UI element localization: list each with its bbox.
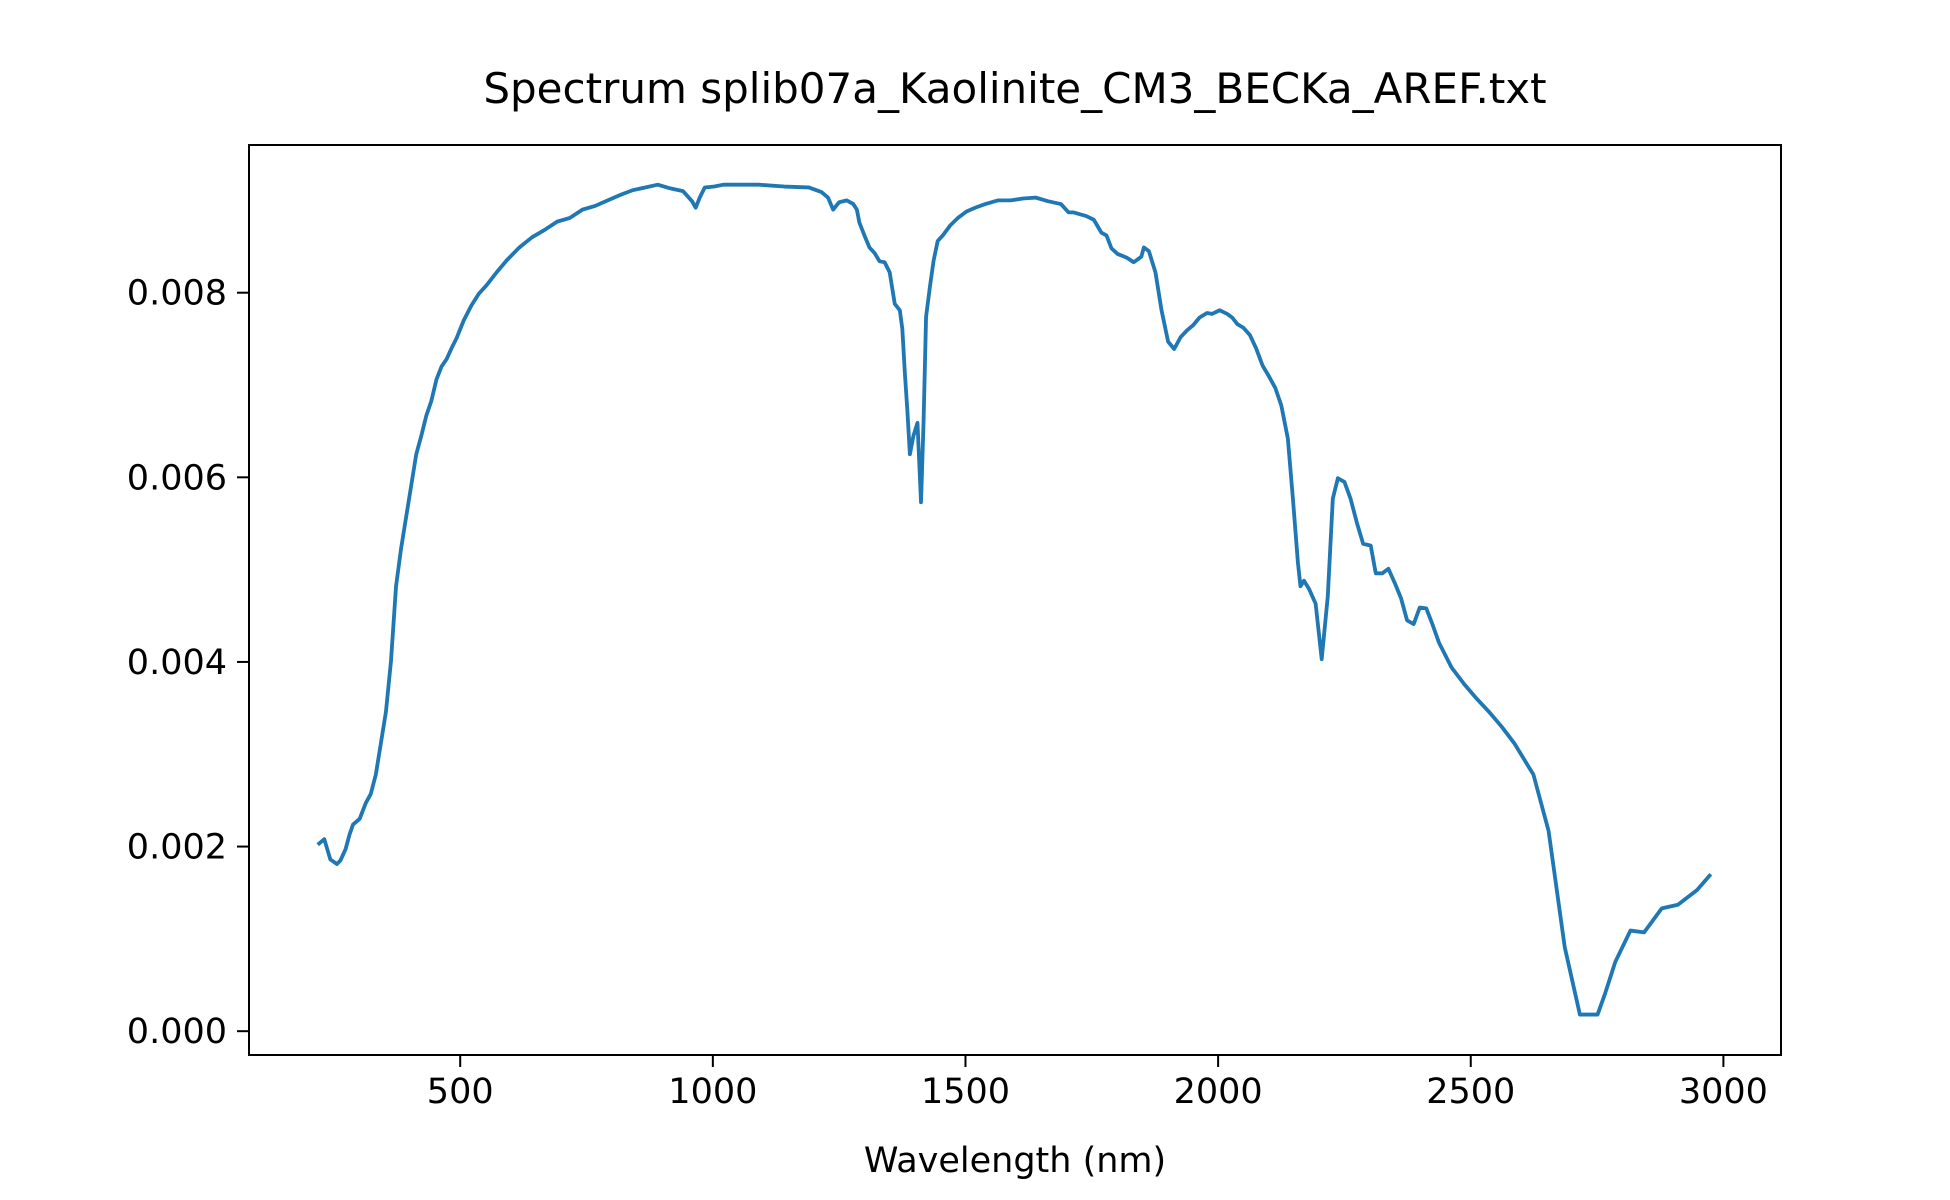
y-tick-label: 0.008 [127, 274, 227, 314]
x-tick-label: 2000 [1174, 1072, 1263, 1112]
x-tick-label: 1500 [921, 1072, 1010, 1112]
y-tick-label: 0.000 [127, 1012, 227, 1052]
plot-frame [248, 144, 1782, 1056]
x-tick-label: 2500 [1426, 1072, 1515, 1112]
chart-title: Spectrum splib07a_Kaolinite_CM3_BECKa_AR… [483, 64, 1546, 113]
y-tick-label: 0.004 [127, 643, 227, 683]
spectrum-line [316, 182, 1713, 1017]
x-tick-label: 3000 [1679, 1072, 1768, 1112]
x-tick-label: 1000 [668, 1072, 757, 1112]
x-tick-label: 500 [427, 1072, 494, 1112]
y-tick-label: 0.002 [127, 828, 227, 868]
y-tick-label: 0.006 [127, 458, 227, 498]
x-axis-label: Wavelength (nm) [864, 1141, 1166, 1181]
